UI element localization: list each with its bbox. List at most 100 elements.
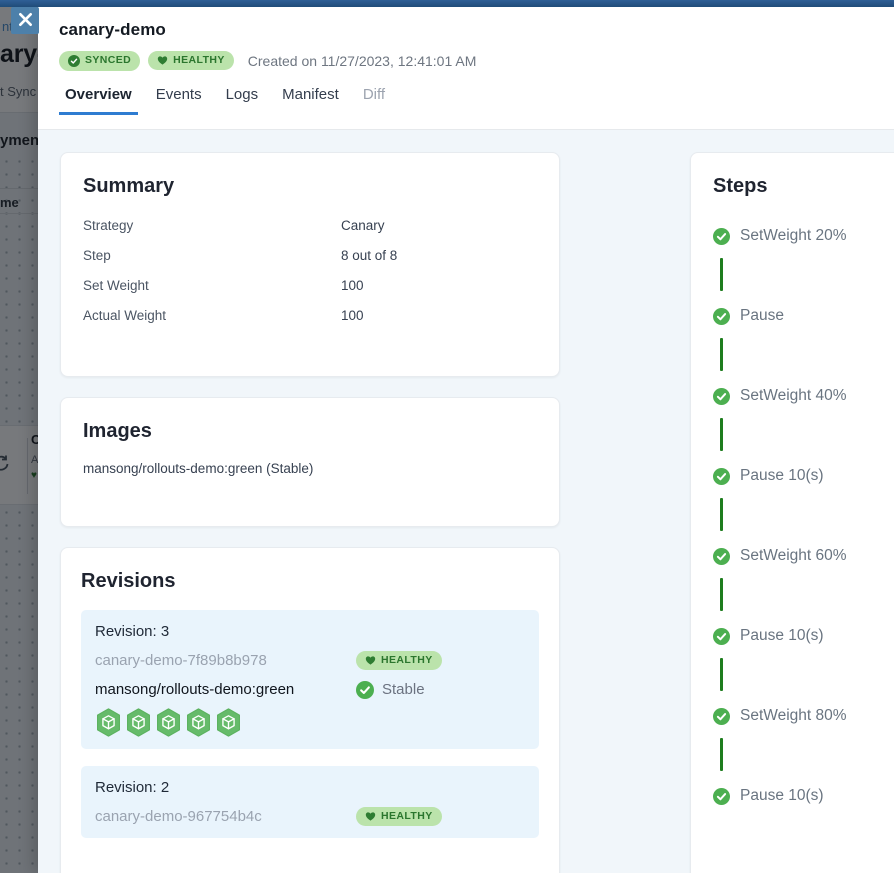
- revision-resource-row: canary-demo-967754b4c HEALTHY: [95, 807, 525, 826]
- step-connector: [720, 738, 723, 771]
- step-check-icon: [713, 387, 730, 405]
- image-item: mansong/rollouts-demo:green (Stable): [83, 461, 314, 476]
- heart-icon: [157, 55, 168, 66]
- step-label: SetWeight 60%: [740, 547, 847, 564]
- step-connector: [720, 338, 723, 371]
- image-status-label: Stable: [382, 681, 425, 698]
- step-label: Pause 10(s): [740, 787, 824, 804]
- panel-header: canary-demo SYNCED HEALTHY Created on 11/…: [38, 7, 894, 130]
- close-icon: [18, 12, 33, 30]
- step-connector: [720, 258, 723, 291]
- step-label: Pause: [740, 307, 784, 324]
- health-badge: HEALTHY: [356, 807, 442, 826]
- summary-row-label: Strategy: [83, 218, 134, 233]
- step-check-icon: [713, 787, 730, 805]
- tab-overview[interactable]: Overview: [59, 86, 138, 115]
- close-button[interactable]: [11, 7, 39, 34]
- revision-name: Revision: 3: [95, 623, 170, 640]
- pod-icon: [155, 708, 182, 737]
- step-item: Pause 10(s): [713, 467, 894, 547]
- tab-manifest[interactable]: Manifest: [282, 86, 339, 103]
- summary-row-value: Canary: [341, 218, 385, 233]
- tab-events[interactable]: Events: [155, 86, 202, 103]
- steps-title: Steps: [713, 175, 768, 197]
- tab-diff[interactable]: Diff: [362, 86, 386, 103]
- step-check-icon: [713, 627, 730, 645]
- summary-row: Set Weight 100: [83, 277, 537, 294]
- step-check-icon: [713, 227, 730, 245]
- summary-row: Strategy Canary: [83, 217, 537, 234]
- step-item: SetWeight 20%: [713, 227, 894, 307]
- revision-block: Revision: 2 canary-demo-967754b4c HEALTHY: [81, 766, 539, 838]
- summary-row-value: 100: [341, 278, 364, 293]
- modal-dim-overlay: [0, 7, 38, 873]
- revision-list: Revision: 3 canary-demo-7f89b8b978 HEALTHY…: [81, 610, 539, 838]
- created-timestamp: Created on 11/27/2023, 12:41:01 AM: [247, 52, 477, 69]
- step-item: Pause: [713, 307, 894, 387]
- step-connector: [720, 658, 723, 691]
- revision-name: Revision: 2: [95, 779, 170, 796]
- tab-logs[interactable]: Logs: [225, 86, 259, 103]
- summary-card: Summary Strategy Canary Step 8 out of 8 Set …: [60, 152, 560, 377]
- steps-card: Steps SetWeight 20% Pause SetWeight 40% Pau…: [690, 152, 894, 873]
- step-item: SetWeight 40%: [713, 387, 894, 467]
- status-badge-synced: SYNCED: [59, 50, 141, 71]
- step-label: SetWeight 40%: [740, 387, 847, 404]
- step-check-icon: [713, 707, 730, 725]
- background-page: nt:soft ary-d t Sync yment me Ca Ap ♥: [0, 7, 38, 873]
- revision-image-row: mansong/rollouts-demo:green Stable: [95, 680, 525, 699]
- step-item: SetWeight 80%: [713, 707, 894, 787]
- health-badge-label: HEALTHY: [381, 654, 433, 667]
- panel-content: Summary Strategy Canary Step 8 out of 8 Set …: [38, 130, 894, 873]
- step-item: Pause 10(s): [713, 787, 894, 867]
- pod-icon: [215, 708, 242, 737]
- step-label: SetWeight 20%: [740, 227, 847, 244]
- step-label: Pause 10(s): [740, 627, 824, 644]
- pod-icon: [185, 708, 212, 737]
- summary-row-value: 8 out of 8: [341, 248, 398, 263]
- step-connector: [720, 578, 723, 611]
- revision-block: Revision: 3 canary-demo-7f89b8b978 HEALTHY…: [81, 610, 539, 749]
- tab-bar: Overview Events Logs Manifest Diff: [59, 86, 894, 115]
- summary-rows: Strategy Canary Step 8 out of 8 Set Weight 10…: [83, 217, 537, 324]
- revision-resource-row: canary-demo-7f89b8b978 HEALTHY: [95, 651, 525, 670]
- step-label: Pause 10(s): [740, 467, 824, 484]
- rollout-detail-panel: canary-demo SYNCED HEALTHY Created on 11/…: [38, 7, 894, 873]
- status-badge-label: SYNCED: [85, 54, 132, 67]
- pod-icon: [95, 708, 122, 737]
- pod-row: [95, 708, 525, 737]
- step-connector: [720, 498, 723, 531]
- step-item: SetWeight 60%: [713, 547, 894, 627]
- check-circle-icon: [356, 680, 374, 699]
- summary-row-value: 100: [341, 308, 364, 323]
- summary-row-label: Set Weight: [83, 278, 149, 293]
- step-check-icon: [713, 547, 730, 565]
- step-connector: [720, 418, 723, 451]
- image-status: Stable: [356, 680, 425, 699]
- health-badge-label: HEALTHY: [381, 810, 433, 823]
- step-check-icon: [713, 307, 730, 325]
- heart-icon: [365, 811, 376, 822]
- status-badges: SYNCED HEALTHY: [59, 50, 234, 71]
- pod-icon: [125, 708, 152, 737]
- summary-row-label: Actual Weight: [83, 308, 167, 323]
- health-badge: HEALTHY: [356, 651, 442, 670]
- left-column: Summary Strategy Canary Step 8 out of 8 Set …: [60, 152, 560, 873]
- revisions-title: Revisions: [81, 570, 176, 592]
- replicaset-name: canary-demo-967754b4c: [95, 808, 262, 825]
- app-top-bar: [0, 0, 894, 7]
- heart-icon: [365, 655, 376, 666]
- step-check-icon: [713, 467, 730, 485]
- page-title: canary-demo: [59, 20, 166, 39]
- images-card: Images mansong/rollouts-demo:green (Stab…: [60, 397, 560, 527]
- status-badge-label: HEALTHY: [173, 54, 225, 67]
- replicaset-name: canary-demo-7f89b8b978: [95, 652, 267, 669]
- revision-image: mansong/rollouts-demo:green: [95, 681, 295, 698]
- summary-row: Actual Weight 100: [83, 307, 537, 324]
- status-badge-healthy: HEALTHY: [148, 51, 234, 70]
- step-label: SetWeight 80%: [740, 707, 847, 724]
- summary-title: Summary: [83, 175, 175, 197]
- status-row: SYNCED HEALTHY Created on 11/27/2023, 12:…: [59, 50, 894, 71]
- summary-row-label: Step: [83, 248, 111, 263]
- step-item: Pause 10(s): [713, 627, 894, 707]
